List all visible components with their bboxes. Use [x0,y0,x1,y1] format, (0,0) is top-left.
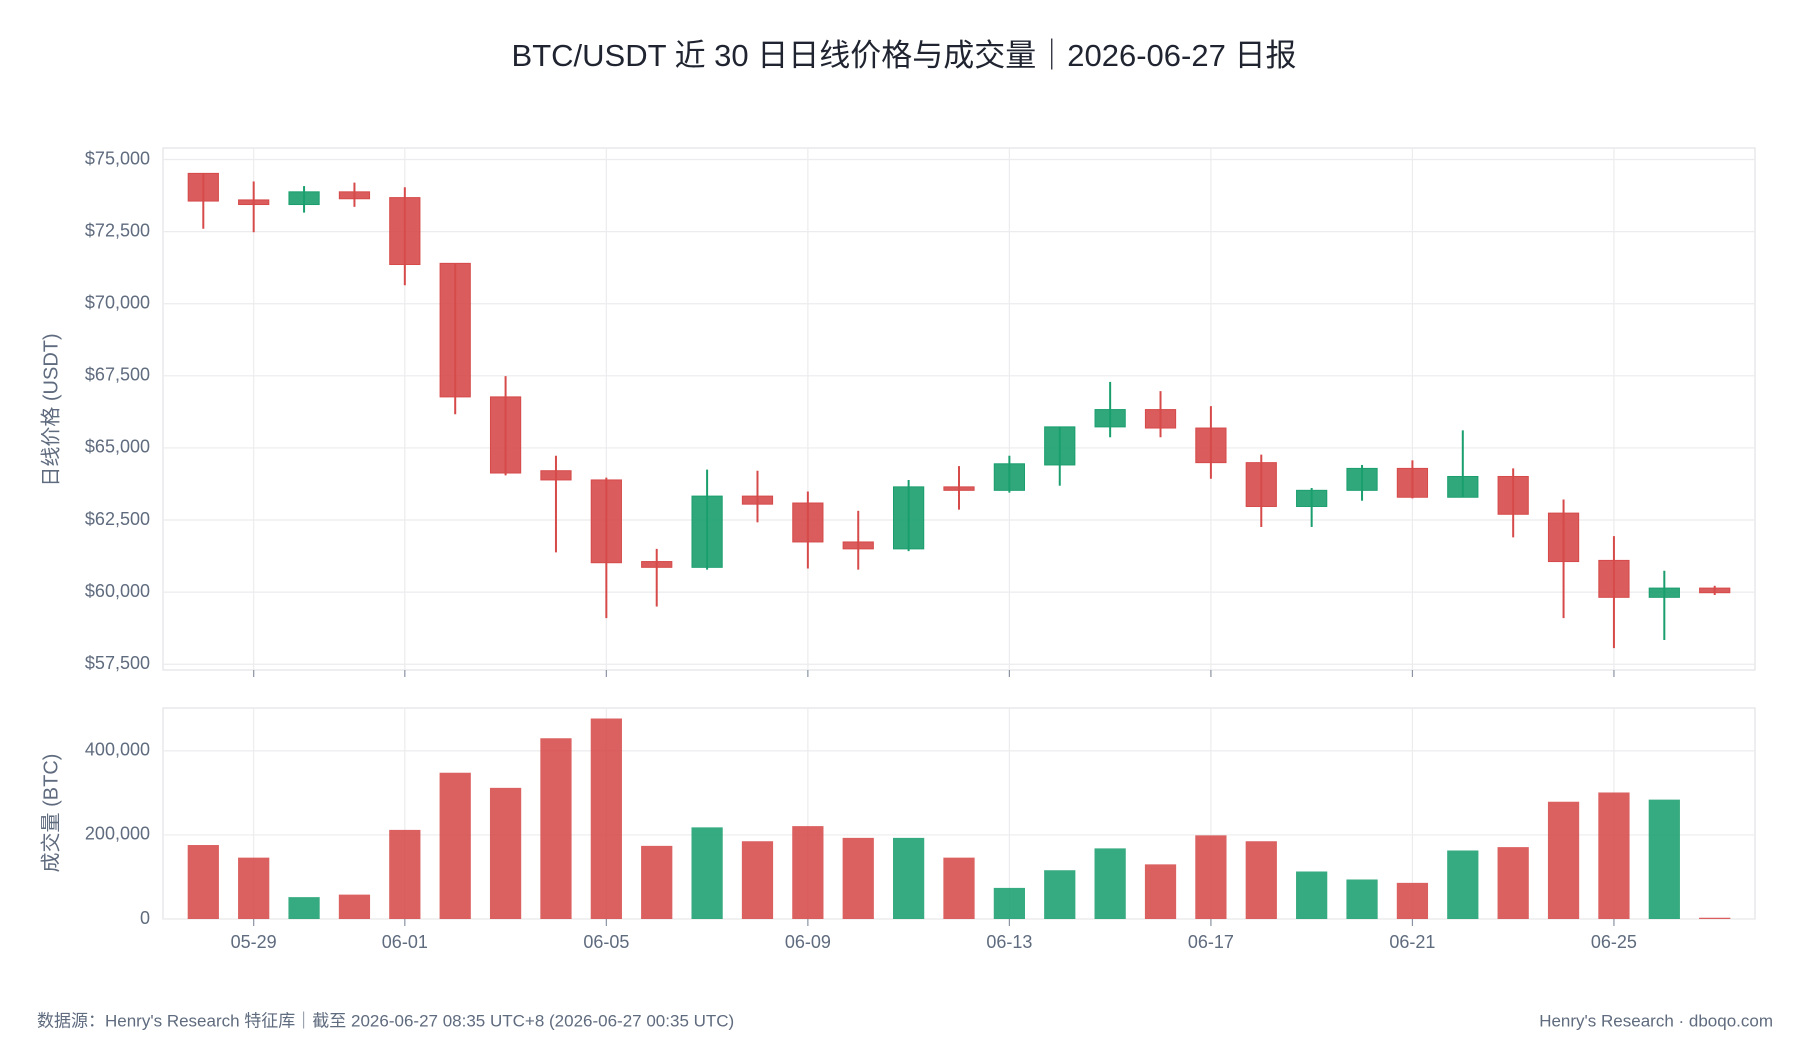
volume-bar [641,845,673,919]
footer-brand: Henry's Research · dboqo.com [1539,1011,1773,1030]
candle-body [641,561,673,568]
y-axis-title: 成交量 (BTC) [39,754,62,873]
plot-area [162,147,1756,671]
candle-body [691,495,723,568]
x-tick-label: 06-09 [785,932,831,952]
x-tick-label: 06-13 [986,932,1032,952]
volume-bar [842,837,874,919]
volume-bar [1245,841,1277,919]
candle-body [1598,559,1630,598]
candle-body [1699,587,1731,594]
volume-bar [489,787,522,919]
volume-bar [893,837,925,919]
candle-body [1396,467,1429,498]
candle-body [1044,426,1076,466]
candle-body [489,396,522,474]
candle-body [590,479,622,564]
y-tick-label: $57,500 [85,653,150,673]
volume-bar [943,857,975,919]
volume-bar [1547,801,1580,919]
volume-bar [691,827,723,919]
candle-body [792,502,824,543]
x-tick-label: 06-01 [382,932,428,952]
y-tick-label: $75,000 [85,148,150,168]
volume-bar [1044,870,1076,919]
candle-body [993,463,1025,491]
y-tick-label: $67,500 [85,365,150,385]
volume-bar [993,887,1025,919]
candle-body [238,199,270,206]
candle-body [1195,427,1227,464]
volume-bar [1195,835,1227,919]
x-tick-label: 06-05 [583,932,629,952]
volume-bar [590,718,622,919]
volume-bar [389,829,421,919]
candle-body [1144,409,1177,429]
volume-bar [792,826,824,919]
candle-body [1245,462,1277,507]
volume-bar [1094,848,1126,919]
x-tick-label: 06-17 [1188,932,1234,952]
volume-bar [540,738,572,919]
volume-bar [187,845,219,919]
volume-bar [1648,799,1680,919]
y-tick-label: $72,500 [85,220,150,240]
volume-bar [1346,879,1378,919]
candle-body [439,262,471,398]
volume-bar [1497,847,1529,919]
candle-body [893,486,925,550]
candle-body [741,495,774,505]
chart-title: BTC/USDT 近 30 日日线价格与成交量｜2026-06-27 日报 [512,38,1297,73]
candle-body [1447,475,1479,498]
y-tick-label: 0 [140,908,150,928]
candle-body [1547,512,1580,563]
candle-body [288,191,320,206]
volume-bar [1598,792,1630,919]
volume-bar [1447,850,1479,919]
y-axis-title: 日线价格 (USDT) [39,333,62,486]
candle-body [1296,489,1328,507]
candle-body [1346,467,1378,491]
candle-body [1648,587,1680,598]
y-tick-label: $60,000 [85,581,150,601]
volume-bar [741,841,774,919]
x-tick-label: 06-21 [1389,932,1435,952]
y-tick-label: $65,000 [85,437,150,457]
volume-bar [238,857,270,919]
volume-bar [1699,917,1731,919]
candle-body [540,470,572,481]
volume-bar [288,897,320,919]
y-tick-label: 400,000 [85,740,150,760]
y-tick-label: $70,000 [85,292,150,312]
candle-body [1094,409,1126,428]
volume-bar [1296,871,1328,919]
volume-bar [1396,882,1429,919]
candle-body [187,172,219,202]
candle-body [1497,475,1529,515]
footer-source: 数据源：Henry's Research 特征库｜截至 2026-06-27 0… [37,1011,734,1030]
candle-body [338,191,371,200]
candle-body [389,197,421,266]
x-tick-label: 05-29 [231,932,277,952]
x-tick-label: 06-25 [1591,932,1637,952]
candle-body [842,541,874,550]
y-tick-label: 200,000 [85,824,150,844]
candle-body [943,486,975,491]
volume-bar [439,772,471,919]
y-tick-label: $62,500 [85,509,150,529]
volume-bar [338,894,371,919]
volume-bar [1144,864,1177,919]
